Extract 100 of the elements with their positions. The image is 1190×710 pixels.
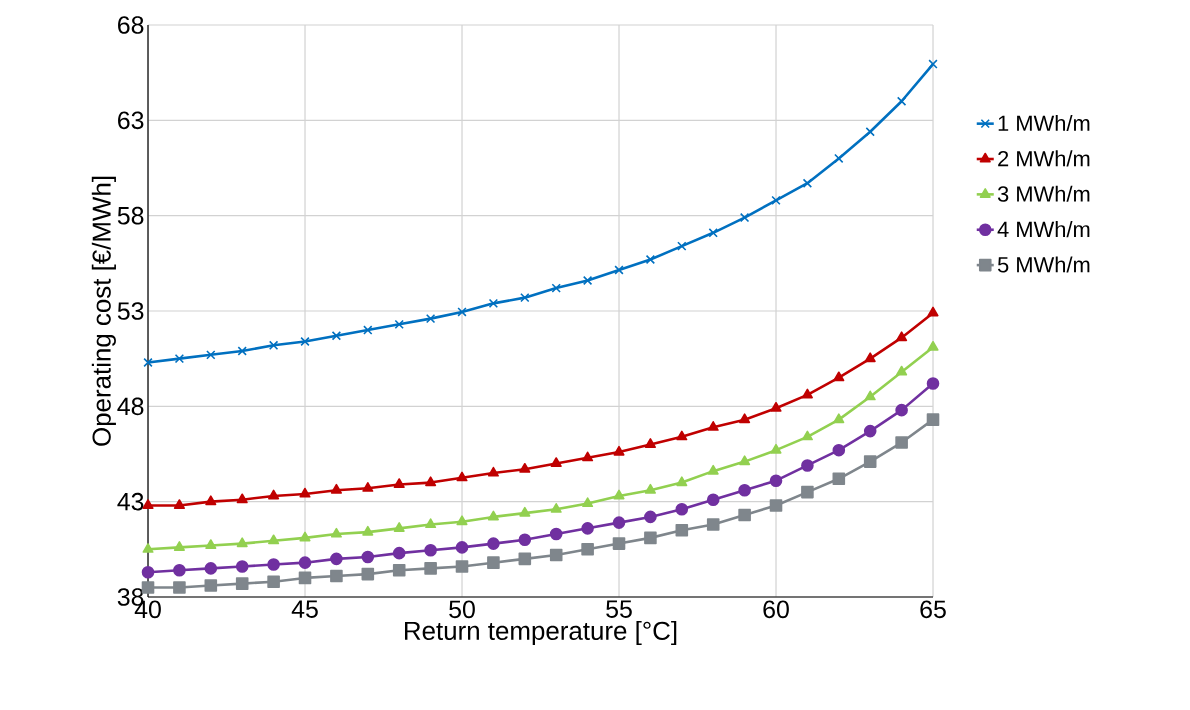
point	[298, 571, 312, 585]
point	[299, 487, 311, 498]
point	[268, 489, 280, 500]
point	[613, 489, 625, 500]
point	[612, 516, 626, 529]
point	[331, 331, 342, 341]
point	[551, 283, 561, 293]
point	[581, 543, 594, 556]
point	[236, 537, 248, 548]
point	[267, 558, 280, 571]
point	[330, 483, 342, 494]
point	[361, 550, 375, 564]
point	[173, 541, 185, 551]
point	[456, 471, 468, 482]
point	[268, 534, 280, 545]
y-tick-label: 53	[117, 302, 144, 320]
point	[645, 254, 656, 265]
point	[676, 476, 688, 487]
point	[769, 474, 783, 487]
point	[204, 562, 218, 575]
point	[833, 413, 845, 424]
y-tick-label: 63	[118, 111, 144, 130]
legend-label: 1 MWh/m	[998, 114, 1090, 132]
point	[361, 567, 375, 581]
point	[738, 483, 751, 497]
point	[205, 495, 217, 506]
point	[706, 493, 720, 507]
point	[236, 493, 248, 504]
point	[235, 560, 249, 573]
point	[425, 518, 437, 529]
point	[739, 455, 751, 466]
point	[676, 430, 688, 441]
point	[549, 548, 563, 562]
point	[330, 552, 343, 566]
point	[864, 352, 876, 363]
point	[614, 265, 624, 275]
point	[582, 275, 593, 286]
point	[801, 485, 814, 499]
x-tick-label: 55	[606, 600, 632, 618]
legend-label: 2 MWh/m	[998, 150, 1090, 167]
point	[425, 313, 436, 324]
point	[613, 445, 625, 456]
point	[235, 577, 249, 590]
point	[896, 331, 908, 342]
point	[550, 502, 562, 513]
point	[268, 340, 279, 350]
point	[487, 556, 500, 569]
y-axis-title: Operating cost [€/MWh]	[91, 176, 116, 446]
point	[204, 579, 218, 592]
point	[300, 336, 310, 347]
point	[582, 497, 594, 508]
y-tick-label: 58	[117, 206, 144, 225]
point	[299, 531, 311, 542]
point	[895, 403, 908, 417]
point	[863, 455, 877, 468]
point	[927, 306, 939, 317]
point	[801, 430, 813, 441]
point	[928, 59, 938, 69]
point	[675, 523, 689, 537]
point	[927, 340, 939, 351]
point	[832, 443, 846, 457]
point	[926, 413, 940, 426]
point	[708, 228, 718, 238]
point	[205, 539, 217, 550]
point	[738, 508, 751, 522]
point	[707, 464, 719, 475]
point	[739, 413, 751, 424]
y-tick-label: 68	[118, 16, 144, 34]
x-tick-label: 60	[763, 600, 789, 619]
point	[455, 541, 469, 554]
point	[457, 307, 467, 317]
point	[424, 562, 437, 575]
point	[363, 325, 373, 335]
point	[770, 401, 782, 412]
legend-label: 4 MWh/m	[997, 221, 1090, 238]
point	[142, 543, 154, 553]
point	[801, 459, 814, 472]
point	[173, 563, 186, 577]
point	[330, 569, 343, 583]
point	[393, 522, 405, 532]
point	[926, 377, 940, 390]
point	[582, 451, 594, 462]
point	[519, 462, 531, 473]
x-tick-label: 45	[291, 600, 318, 618]
point	[801, 388, 813, 399]
point	[330, 527, 342, 538]
x-tick-label: 50	[449, 600, 475, 619]
point	[895, 436, 908, 449]
point	[518, 533, 532, 547]
point	[298, 556, 312, 569]
point	[206, 350, 216, 360]
x-axis-title: Return temperature [°C]	[405, 620, 677, 646]
point	[769, 499, 783, 512]
point	[770, 443, 782, 454]
point	[644, 483, 656, 494]
point	[644, 531, 657, 545]
point	[834, 153, 844, 164]
point	[771, 195, 781, 206]
point	[896, 96, 907, 106]
point	[267, 575, 280, 589]
